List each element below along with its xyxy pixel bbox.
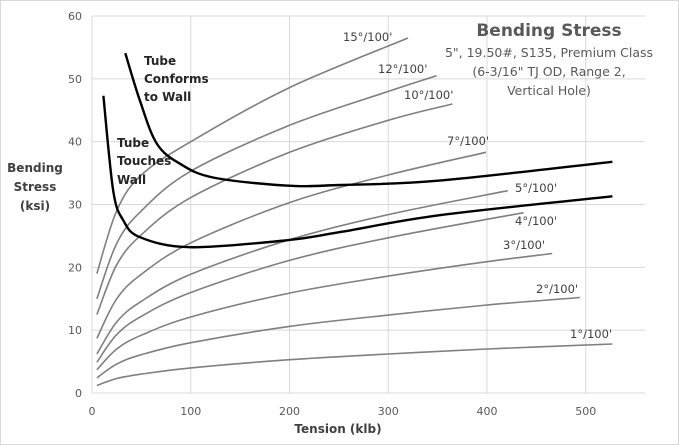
y-tick-label: 10 <box>68 324 82 337</box>
series-line <box>96 151 487 339</box>
annotation-tube-touches: Tube <box>117 136 149 150</box>
y-axis-title: Stress <box>14 180 57 194</box>
series-label: 3°/100' <box>503 238 545 252</box>
series-labels: 15°/100' 12°/100' 10°/100' 7°/100' 5°/100' 4°… <box>343 30 612 341</box>
x-tick-label: 200 <box>279 405 300 418</box>
annotation-tube-conforms: Conforms <box>144 72 209 86</box>
limit-curves <box>102 52 613 249</box>
y-tick-label: 40 <box>68 136 82 149</box>
series-label: 15°/100' <box>343 30 392 44</box>
series-line <box>96 74 437 300</box>
y-tick-label: 50 <box>68 73 82 86</box>
y-axis-title: (ksi) <box>20 199 50 213</box>
chart-subtitle-line: (6-3/16" TJ OD, Range 2, <box>472 64 625 79</box>
series-label: 7°/100' <box>447 134 489 148</box>
series-line <box>96 211 524 363</box>
x-axis-title: Tension (klb) <box>294 422 381 436</box>
series-line <box>96 252 553 371</box>
y-tick-label: 30 <box>68 199 82 212</box>
x-tick-label: 400 <box>477 405 498 418</box>
x-tick-label: 500 <box>575 405 596 418</box>
series-label: 2°/100' <box>536 282 578 296</box>
x-tick-label: 100 <box>180 405 201 418</box>
tick-labels: 0 10 20 30 40 50 60 0 100 200 300 400 500 <box>68 10 596 418</box>
chart-title: Bending Stress <box>476 21 621 41</box>
series-label: 5°/100' <box>515 181 557 195</box>
chart-subtitle-line: Vertical Hole) <box>507 83 591 98</box>
series-label: 4°/100' <box>515 214 557 228</box>
series-label: 12°/100' <box>378 62 427 76</box>
y-tick-label: 60 <box>68 10 82 23</box>
x-tick-label: 0 <box>89 405 96 418</box>
y-tick-label: 20 <box>68 261 82 274</box>
limit-curve-line <box>124 52 613 188</box>
series-line <box>96 103 453 315</box>
gridlines <box>91 15 645 394</box>
annotation-tube-touches: Wall <box>117 173 146 187</box>
annotation-tube-touches: Touches <box>117 154 171 168</box>
series-line <box>96 296 580 379</box>
chart-subtitle-line: 5", 19.50#, S135, Premium Class <box>445 45 653 60</box>
annotation-tube-conforms: Tube <box>144 54 176 68</box>
series-line <box>96 343 613 387</box>
series-lines <box>96 37 613 387</box>
series-line <box>96 37 409 274</box>
series-label: 10°/100' <box>404 88 453 102</box>
x-tick-label: 300 <box>378 405 399 418</box>
titles: Bending Stress 5", 19.50#, S135, Premium… <box>7 21 653 436</box>
y-axis-title: Bending <box>7 161 63 175</box>
annotation-tube-conforms: to Wall <box>144 90 191 104</box>
y-tick-label: 0 <box>75 387 82 400</box>
series-label: 1°/100' <box>570 327 612 341</box>
series-line <box>96 189 508 355</box>
limit-curve-line <box>102 95 613 249</box>
